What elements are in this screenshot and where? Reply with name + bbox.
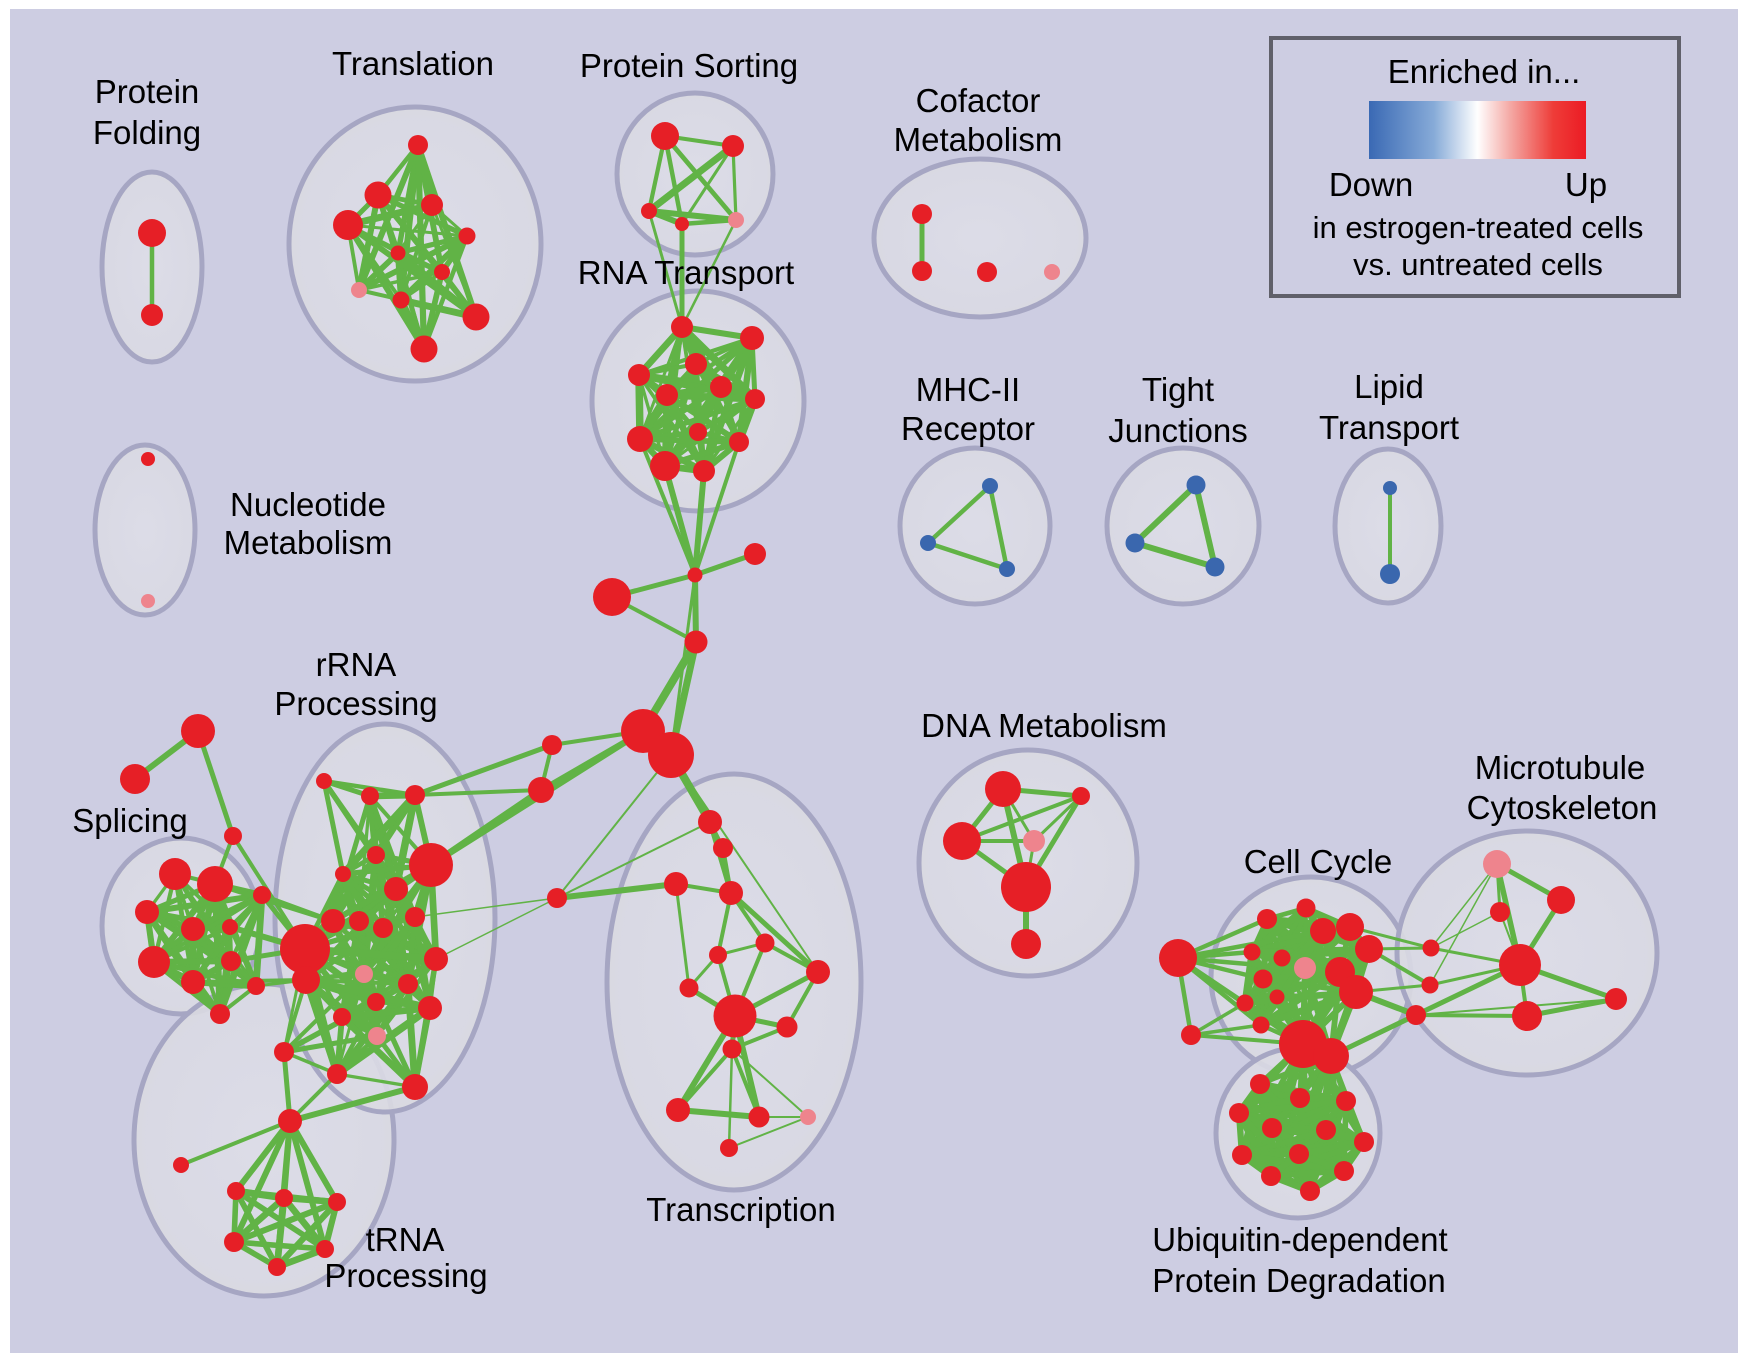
- svg-text:Folding: Folding: [93, 114, 201, 151]
- svg-text:Cofactor: Cofactor: [916, 82, 1041, 119]
- svg-text:Nucleotide: Nucleotide: [230, 486, 386, 523]
- svg-text:Processing: Processing: [274, 685, 437, 722]
- svg-text:DNA Metabolism: DNA Metabolism: [921, 707, 1167, 744]
- svg-text:Protein Degradation: Protein Degradation: [1152, 1262, 1446, 1299]
- svg-text:Tight: Tight: [1142, 371, 1214, 408]
- svg-text:Cytoskeleton: Cytoskeleton: [1467, 789, 1658, 826]
- svg-text:Protein: Protein: [95, 73, 200, 110]
- svg-text:MHC-II: MHC-II: [916, 371, 1020, 408]
- svg-text:Enriched in...: Enriched in...: [1388, 53, 1581, 90]
- svg-text:rRNA: rRNA: [316, 646, 397, 683]
- svg-text:Up: Up: [1565, 166, 1607, 203]
- svg-text:Cell Cycle: Cell Cycle: [1244, 843, 1393, 880]
- svg-text:Transcription: Transcription: [646, 1191, 836, 1228]
- svg-text:Junctions: Junctions: [1108, 412, 1247, 449]
- svg-text:Transport: Transport: [1319, 409, 1459, 446]
- svg-text:Splicing: Splicing: [72, 802, 188, 839]
- svg-text:Processing: Processing: [324, 1257, 487, 1294]
- svg-text:Microtubule: Microtubule: [1475, 749, 1646, 786]
- svg-text:Metabolism: Metabolism: [224, 524, 393, 561]
- svg-text:Receptor: Receptor: [901, 410, 1035, 447]
- svg-text:Ubiquitin-dependent: Ubiquitin-dependent: [1152, 1221, 1447, 1258]
- svg-text:in estrogen-treated cells: in estrogen-treated cells: [1313, 210, 1644, 245]
- svg-text:Metabolism: Metabolism: [894, 121, 1063, 158]
- svg-text:Lipid: Lipid: [1354, 368, 1424, 405]
- svg-text:Protein Sorting: Protein Sorting: [580, 47, 798, 84]
- svg-text:RNA Transport: RNA Transport: [578, 254, 794, 291]
- svg-text:tRNA: tRNA: [366, 1221, 445, 1258]
- svg-text:Down: Down: [1329, 166, 1413, 203]
- svg-text:Translation: Translation: [332, 45, 494, 82]
- svg-text:vs. untreated cells: vs. untreated cells: [1353, 247, 1603, 282]
